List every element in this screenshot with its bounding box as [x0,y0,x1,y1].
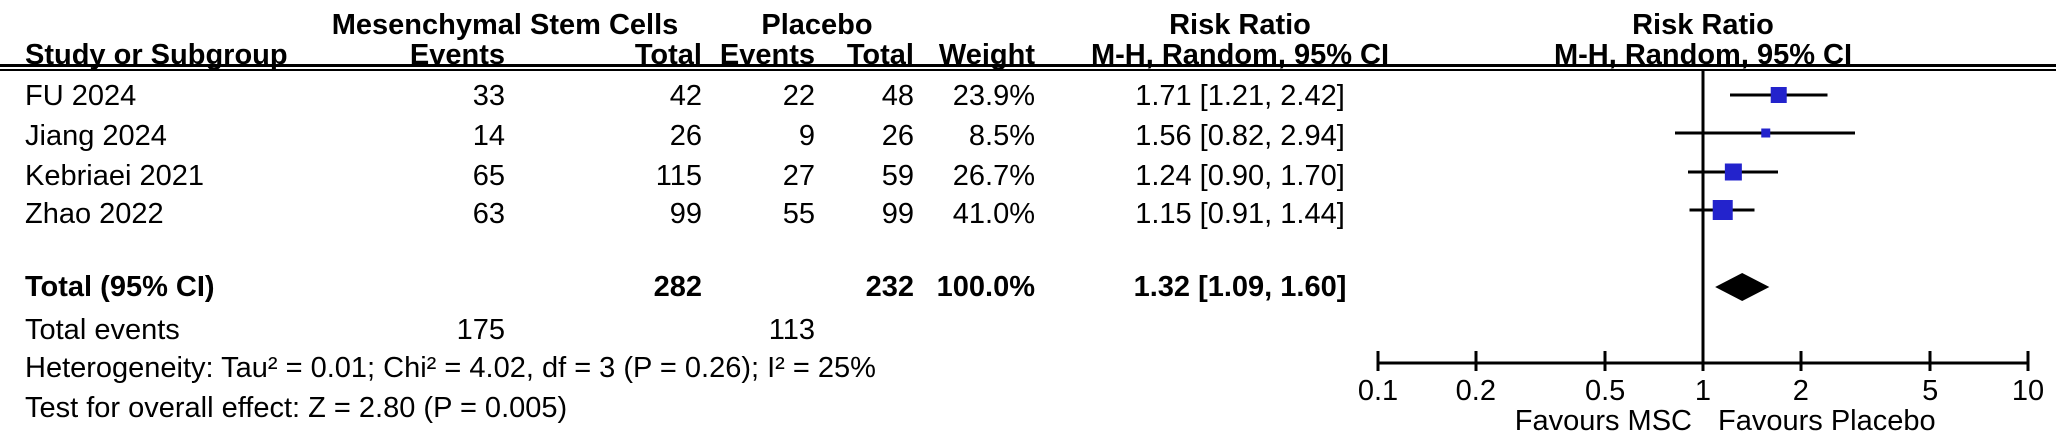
weight-cell: 8.5% [968,120,1035,152]
total1-cell: 26 [669,120,702,152]
study-name-cell: Kebriaei 2021 [25,160,204,192]
total-weight-cell: 100.0% [936,271,1035,303]
axis-tick-label: 0.1 [1358,375,1398,407]
total2-sum-cell: 232 [865,271,914,303]
header-rule-top [0,64,2056,67]
total1-cell: 42 [669,80,702,112]
events2-cell: 27 [782,160,815,192]
risk-ratio-column-title: Risk Ratio [1169,9,1311,41]
axis-tick-label: 0.2 [1456,375,1496,407]
rr-ci-cell: 1.15 [0.91, 1.44] [1135,198,1345,230]
total-row-label: Total (95% CI) [25,271,215,303]
events2-cell: 55 [782,198,815,230]
rr-ci-cell: 1.56 [0.82, 2.94] [1135,120,1345,152]
treatment-group-header: Mesenchymal Stem Cells [331,9,679,41]
axis-tick-label: 2 [1793,375,1809,407]
study-name-cell: Jiang 2024 [25,120,167,152]
overall-effect-text: Test for overall effect: Z = 2.80 (P = 0… [25,392,568,424]
weight-cell: 23.9% [952,80,1035,112]
control-group-header: Placebo [761,9,873,41]
total1-cell: 115 [655,160,702,192]
study-name-cell: Zhao 2022 [25,198,164,230]
total2-cell: 59 [881,160,914,192]
risk-ratio-plot-title: Risk Ratio [1632,9,1774,41]
favours-left-label: Favours MSC [1515,405,1692,437]
rr-ci-cell: 1.24 [0.90, 1.70] [1135,160,1345,192]
rr-ci-cell: 1.71 [1.21, 2.42] [1135,80,1345,112]
study-name-cell: FU 2024 [25,80,137,112]
axis-tick-label: 5 [1922,375,1938,407]
events1-cell: 63 [472,198,505,230]
heterogeneity-text: Heterogeneity: Tau² = 0.01; Chi² = 4.02,… [25,352,876,384]
events1-cell: 14 [472,120,505,152]
axis-tick-label: 1 [1695,375,1711,407]
total1-sum-cell: 282 [653,271,702,303]
total2-cell: 99 [881,198,914,230]
weight-square [1770,87,1787,103]
events2-cell: 9 [798,120,815,152]
total-rr-ci-cell: 1.32 [1.09, 1.60] [1133,271,1347,303]
favours-right-label: Favours Placebo [1718,405,1936,437]
events1-cell: 65 [472,160,505,192]
total1-cell: 99 [669,198,702,230]
events1-cell: 33 [472,80,505,112]
total-events-label: Total events [25,314,180,346]
total2-cell: 26 [881,120,914,152]
weight-cell: 26.7% [952,160,1035,192]
total2-cell: 48 [881,80,914,112]
axis-tick-label: 0.5 [1585,375,1625,407]
events2-cell: 22 [782,80,815,112]
axis-tick-label: 10 [2012,375,2044,407]
weight-square [1724,163,1742,181]
weight-cell: 41.0% [952,198,1035,230]
weight-square [1761,128,1771,138]
summary-diamond [1715,273,1770,301]
header-rule-bottom [0,69,2056,71]
weight-square [1712,200,1733,220]
total-events1-cell: 175 [456,314,505,346]
total-events2-cell: 113 [768,314,815,346]
